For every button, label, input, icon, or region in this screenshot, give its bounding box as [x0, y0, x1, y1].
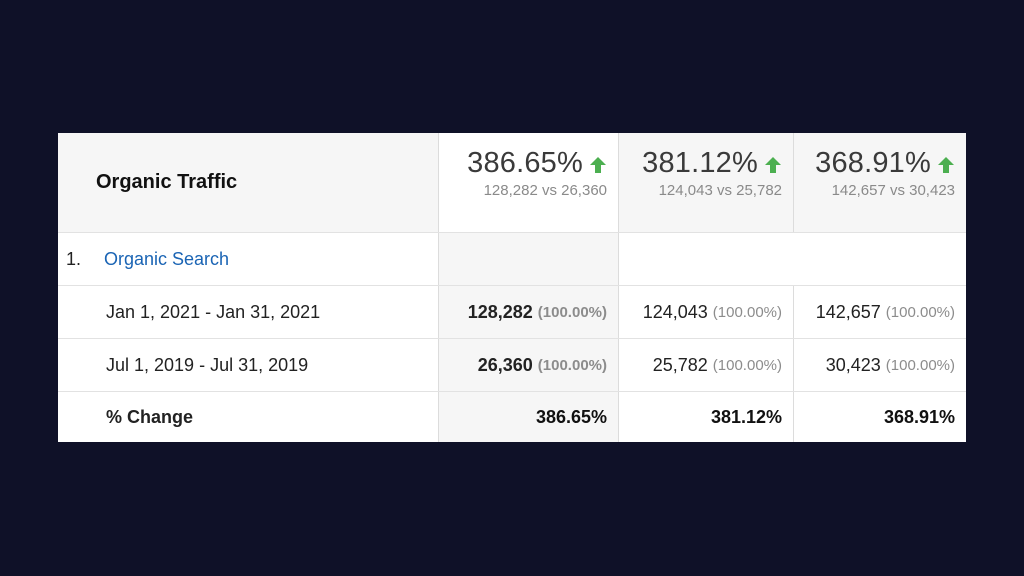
sessions-share: (100.00%): [885, 303, 955, 321]
sessions-value: 30,423: [825, 354, 881, 375]
value-cell: 142,657 (100.00%): [793, 286, 966, 338]
percent-change-value: 368.91%: [883, 406, 955, 427]
up-arrow-icon: [765, 156, 781, 173]
value-cell: 124,043 (100.00%): [618, 286, 793, 338]
value-cell: 128,282 (100.00%): [438, 286, 618, 338]
report-title: Organic Traffic: [96, 171, 238, 193]
header-title-cell: Organic Traffic: [58, 133, 438, 232]
sessions-share: (100.00%): [712, 356, 782, 374]
percent-change-label: % Change: [106, 406, 194, 427]
sessions-share: (100.00%): [537, 356, 607, 374]
empty-cell: [618, 233, 793, 285]
change-label-cell: % Change: [58, 392, 438, 442]
row-number: 1.: [66, 248, 82, 269]
change-cell: 368.91%: [793, 392, 966, 442]
metric-comparison: 128,282 vs 26,360: [483, 182, 607, 199]
up-arrow-icon: [938, 156, 954, 173]
percent-change-value: 381.12%: [710, 406, 782, 427]
change-cell: 381.12%: [618, 392, 793, 442]
date-range-label: Jul 1, 2019 - Jul 31, 2019: [106, 354, 309, 375]
metric-summary-3: 368.91% 142,657 vs 30,423: [793, 133, 966, 232]
group-row-organic-search: 1. Organic Search: [58, 233, 966, 286]
empty-cell: [793, 233, 966, 285]
organic-traffic-report-table: Organic Traffic 386.65% 128,282 vs 26,36…: [58, 133, 966, 442]
change-cell: 386.65%: [438, 392, 618, 442]
metric-comparison: 142,657 vs 30,423: [831, 182, 955, 199]
sessions-value: 25,782: [652, 354, 708, 375]
sessions-value: 128,282: [467, 301, 533, 322]
date-range-cell: Jan 1, 2021 - Jan 31, 2021: [58, 286, 438, 338]
metric-summary-1: 386.65% 128,282 vs 26,360: [438, 133, 618, 232]
percent-change-row: % Change 386.65% 381.12% 368.91%: [58, 392, 966, 442]
metric-summary-2: 381.12% 124,043 vs 25,782: [618, 133, 793, 232]
metric-percent: 381.12%: [642, 147, 758, 179]
metric-comparison: 124,043 vs 25,782: [658, 182, 782, 199]
table-row: Jul 1, 2019 - Jul 31, 2019 26,360 (100.0…: [58, 339, 966, 392]
sessions-share: (100.00%): [712, 303, 782, 321]
organic-search-link[interactable]: Organic Search: [104, 248, 230, 269]
sessions-share: (100.00%): [537, 303, 607, 321]
sessions-share: (100.00%): [885, 356, 955, 374]
percent-change-value: 386.65%: [535, 406, 607, 427]
value-cell: 25,782 (100.00%): [618, 339, 793, 391]
table-row: Jan 1, 2021 - Jan 31, 2021 128,282 (100.…: [58, 286, 966, 339]
sessions-value: 124,043: [642, 301, 708, 322]
value-cell: 30,423 (100.00%): [793, 339, 966, 391]
date-range-label: Jan 1, 2021 - Jan 31, 2021: [106, 301, 321, 322]
metric-percent: 386.65%: [467, 147, 583, 179]
up-arrow-icon: [590, 156, 606, 173]
empty-cell: [438, 233, 618, 285]
group-label-cell: 1. Organic Search: [58, 233, 438, 285]
sessions-value: 142,657: [815, 301, 881, 322]
metric-percent: 368.91%: [815, 147, 931, 179]
sessions-value: 26,360: [477, 354, 533, 375]
table-header-row: Organic Traffic 386.65% 128,282 vs 26,36…: [58, 133, 966, 233]
value-cell: 26,360 (100.00%): [438, 339, 618, 391]
date-range-cell: Jul 1, 2019 - Jul 31, 2019: [58, 339, 438, 391]
